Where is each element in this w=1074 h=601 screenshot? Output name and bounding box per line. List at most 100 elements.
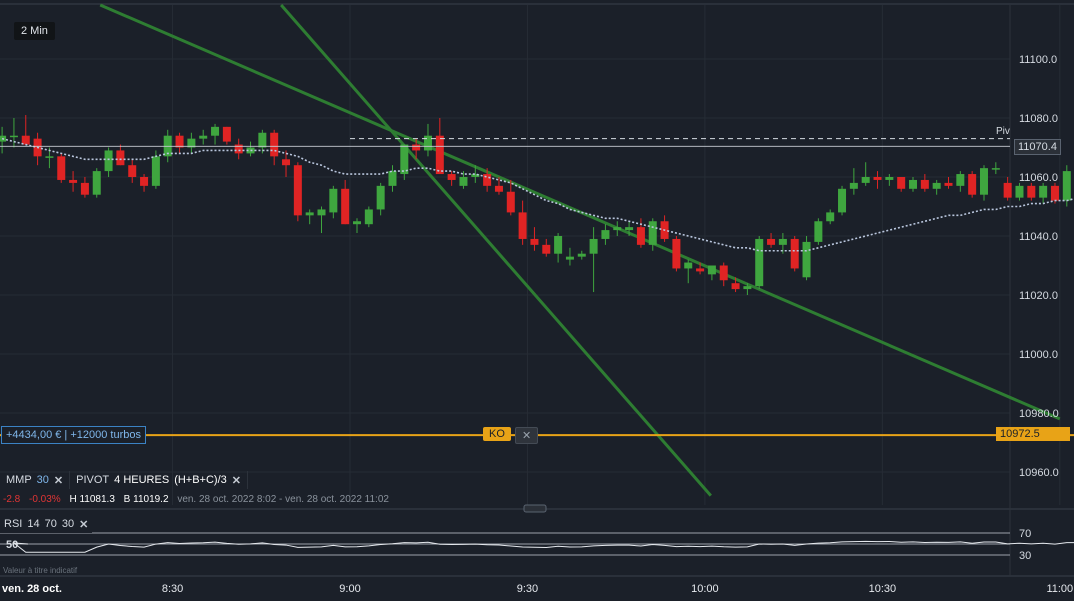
candle-body <box>116 150 125 166</box>
candle-body <box>270 132 279 157</box>
price-tick-label: 11080.0 <box>1019 113 1058 125</box>
high-value: H 11081.3 <box>69 494 115 505</box>
pivot-indicator[interactable]: PIVOT 4 HEURES (H+B+C)/3 ✕ <box>70 471 248 489</box>
rsi-close-icon[interactable]: ✕ <box>79 518 89 531</box>
candle-body <box>80 182 89 195</box>
candle-body <box>944 182 953 186</box>
rsi-indicator[interactable]: RSI 14 70 30 ✕ <box>0 515 93 533</box>
pivot-close-icon[interactable]: ✕ <box>231 474 241 487</box>
candle-body <box>636 227 645 245</box>
indicator-bar: MMP 30 ✕ PIVOT 4 HEURES (H+B+C)/3 ✕ <box>0 471 248 489</box>
price-tick-label: 11040.0 <box>1019 231 1058 243</box>
candle-body <box>1015 185 1024 198</box>
mma-line <box>1 137 1074 252</box>
candle-body <box>1027 185 1036 198</box>
candle-body <box>518 212 527 239</box>
candle-body <box>494 185 503 192</box>
time-tick-label: 11:00 <box>1046 583 1073 595</box>
rsi-level-label: 30 <box>1019 550 1031 562</box>
price-tick-label: 11060.0 <box>1019 172 1058 184</box>
candle-body <box>92 171 101 195</box>
candle-body <box>826 212 835 222</box>
candle-body <box>45 156 54 158</box>
candle-body <box>767 238 776 245</box>
candle-body <box>317 209 326 216</box>
candle-body <box>412 144 421 151</box>
candle-body <box>530 238 539 245</box>
candle-body <box>696 268 705 272</box>
candle-body <box>743 286 752 290</box>
candle-body <box>423 135 432 151</box>
low-value: B 11019.2 <box>123 494 169 505</box>
candle-body <box>731 283 740 290</box>
candle-body <box>1050 185 1059 201</box>
candle-body <box>57 156 66 180</box>
candle-body <box>956 174 965 186</box>
pane-resize-handle <box>523 504 547 513</box>
candle-body <box>838 188 847 213</box>
candle-body <box>459 177 468 186</box>
candle-body <box>577 253 586 257</box>
time-tick-label: 9:00 <box>339 583 360 595</box>
time-axis[interactable]: 8:30 9:00 9:30 10:00 10:30 11:00 ven. 28 oct. <box>2 583 1073 595</box>
mmp-indicator[interactable]: MMP 30 ✕ <box>0 471 71 489</box>
interval-selector[interactable]: 2 Min <box>14 22 55 40</box>
position-pnl-badge[interactable]: +4434,00 € | +12000 turbos <box>1 426 146 444</box>
candle-body <box>920 179 929 189</box>
candle-body <box>1062 171 1071 201</box>
candle-body <box>814 221 823 242</box>
candle-body <box>778 238 787 245</box>
trendlines[interactable] <box>99 3 1061 497</box>
candle-body <box>151 156 160 186</box>
candle-body <box>719 265 728 281</box>
rsi-param-3: 30 <box>61 518 75 530</box>
change-value: -2.8 <box>3 494 21 505</box>
candle-body <box>222 126 231 142</box>
rsi-name: RSI <box>4 518 23 530</box>
candle-body <box>400 144 409 175</box>
disclaimer: Valeur à titre indicatif <box>3 566 78 575</box>
candle-body <box>175 135 184 148</box>
price-tick-label: 11020.0 <box>1019 290 1058 302</box>
candle-body <box>21 135 30 145</box>
candle-body <box>542 244 551 254</box>
time-tick-label: 8:30 <box>162 583 183 595</box>
candle-body <box>601 230 610 239</box>
candle-body <box>861 177 870 183</box>
pivot-mode: 4 HEURES <box>114 474 170 486</box>
trendline <box>280 4 712 497</box>
price-axis[interactable]: 11100.0 11080.0 11060.0 11040.0 11020.0 11000… <box>1019 54 1059 479</box>
moving-average-line <box>1 137 1074 252</box>
ko-close-button[interactable]: ✕ <box>515 427 539 444</box>
time-first-label: ven. 28 oct. <box>2 583 62 595</box>
candle-body <box>211 126 220 136</box>
candle-body <box>932 182 941 189</box>
candle-body <box>128 165 137 177</box>
candle-body <box>565 256 574 260</box>
trendline <box>99 3 1061 421</box>
mmp-close-icon[interactable]: ✕ <box>53 474 64 487</box>
candle-body <box>672 238 681 269</box>
candle-body <box>483 174 492 186</box>
ko-level-label: 10972.5 <box>996 427 1070 441</box>
chart-grid <box>0 5 1061 505</box>
pivot-name: PIVOT <box>76 474 110 486</box>
candle-body <box>968 174 977 195</box>
candle-body <box>376 185 385 210</box>
candle-body <box>589 238 598 254</box>
rsi-pane: 70 50 30 <box>0 528 1074 562</box>
rsi-line <box>12 540 1074 553</box>
ko-button[interactable]: KO <box>483 427 511 441</box>
price-tick-label: 10960.0 <box>1019 467 1059 479</box>
candle-body <box>625 227 634 231</box>
candle-body <box>506 191 515 213</box>
candle-body <box>755 238 764 287</box>
candle-body <box>447 174 456 180</box>
candle-body <box>885 177 894 180</box>
candle-body <box>554 236 563 254</box>
rsi-level-label: 70 <box>1019 528 1031 540</box>
candle-body <box>353 221 361 225</box>
candle-body <box>909 179 918 189</box>
candle-body <box>140 177 149 186</box>
